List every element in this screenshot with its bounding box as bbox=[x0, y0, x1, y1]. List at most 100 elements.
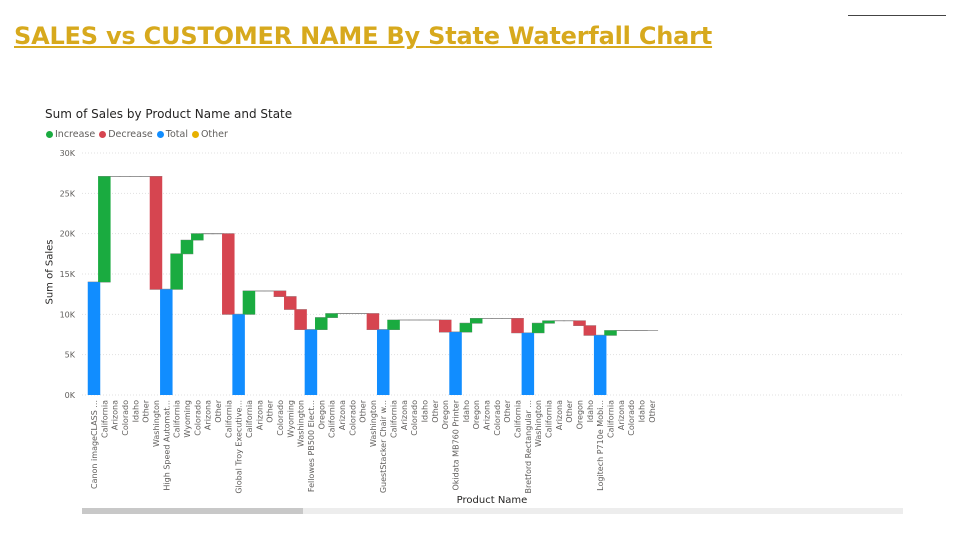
bar-increase bbox=[387, 319, 400, 330]
bar-decrease bbox=[366, 313, 380, 330]
bar-increase bbox=[604, 330, 617, 336]
x-tick-label: Other bbox=[648, 399, 657, 422]
bar-total bbox=[376, 329, 390, 395]
x-tick-label: Idaho bbox=[421, 400, 430, 422]
bar-decrease bbox=[222, 233, 235, 315]
x-tick-label: Colorado bbox=[493, 400, 502, 436]
horizontal-scrollbar[interactable] bbox=[82, 508, 903, 514]
legend-item-increase[interactable]: Increase bbox=[46, 129, 95, 140]
bar-decrease bbox=[573, 320, 586, 326]
y-tick-label: 5K bbox=[65, 351, 76, 360]
x-tick-label: Bretford Rectangular ... bbox=[524, 400, 533, 494]
x-axis-title: Product Name bbox=[456, 495, 528, 506]
x-tick-label: Okidata MB760 Printer bbox=[452, 399, 461, 490]
bar-increase bbox=[469, 318, 483, 324]
x-tick-label: Arizona bbox=[204, 400, 213, 430]
x-tick-label: Arizona bbox=[111, 400, 120, 430]
x-tick-label: California bbox=[245, 400, 254, 438]
chart-legend: Increase Decrease Total Other bbox=[46, 129, 232, 140]
legend-label-other: Other bbox=[200, 129, 228, 140]
chart-title: Sum of Sales by Product Name and State bbox=[45, 107, 293, 121]
y-tick-label: 10K bbox=[60, 310, 76, 319]
x-tick-label: Idaho bbox=[586, 400, 595, 422]
x-tick-label: Oregon bbox=[441, 400, 450, 429]
bar-increase bbox=[180, 240, 194, 254]
x-tick-label: Other bbox=[431, 399, 440, 422]
bar-increase bbox=[459, 323, 473, 333]
x-tick-label: California bbox=[100, 400, 109, 438]
legend-item-other[interactable]: Other bbox=[191, 129, 228, 140]
legend-dot-increase bbox=[46, 131, 53, 138]
x-tick-label: Wyoming bbox=[286, 400, 295, 438]
x-tick-label: Colorado bbox=[410, 400, 419, 436]
bar-increase bbox=[191, 233, 204, 241]
legend-item-total[interactable]: Total bbox=[156, 129, 188, 140]
x-tick-label: Other bbox=[142, 399, 151, 422]
x-tick-label: Arizona bbox=[617, 400, 626, 430]
bar-increase bbox=[170, 253, 183, 290]
x-tick-label: Idaho bbox=[462, 400, 471, 422]
x-tick-label: Colorado bbox=[121, 400, 130, 436]
bar-increase bbox=[315, 317, 328, 330]
x-tick-label: California bbox=[173, 400, 182, 438]
bar-total bbox=[232, 314, 245, 395]
bar-total bbox=[160, 289, 173, 395]
x-tick-label: Oregon bbox=[317, 400, 326, 429]
x-tick-label: Arizona bbox=[555, 400, 564, 430]
x-tick-label: California bbox=[514, 400, 523, 438]
top-divider-line bbox=[848, 15, 946, 16]
y-tick-label: 15K bbox=[60, 270, 76, 279]
bar-total bbox=[449, 332, 462, 395]
x-tick-label: Global Troy Executive... bbox=[235, 400, 244, 494]
bar-increase bbox=[531, 323, 545, 333]
legend-label-increase: Increase bbox=[55, 129, 96, 140]
y-tick-label: 25K bbox=[60, 189, 76, 198]
y-tick-label: 30K bbox=[60, 149, 76, 158]
x-tick-label: California bbox=[607, 400, 616, 438]
x-tick-label: Arizona bbox=[255, 400, 264, 430]
x-tick-label: Other bbox=[266, 399, 275, 422]
x-tick-label: Other bbox=[565, 399, 574, 422]
x-tick-label: Arizona bbox=[338, 400, 347, 430]
x-tick-label: Washington bbox=[534, 400, 543, 447]
legend-label-total: Total bbox=[165, 129, 188, 140]
bar-decrease bbox=[149, 176, 163, 290]
bar-increase bbox=[542, 320, 555, 324]
bar-decrease bbox=[511, 318, 524, 333]
x-tick-label: Other bbox=[359, 399, 368, 422]
x-tick-label: Colorado bbox=[276, 400, 285, 436]
x-tick-label: Canon imageCLASS ... bbox=[90, 400, 99, 489]
x-tick-label: Colorado bbox=[348, 400, 357, 436]
x-tick-label: California bbox=[328, 400, 337, 438]
bar-total bbox=[304, 329, 318, 395]
scrollbar-thumb[interactable] bbox=[82, 508, 303, 514]
bar-total bbox=[593, 335, 607, 395]
legend-label-decrease: Decrease bbox=[108, 129, 153, 140]
x-tick-label: California bbox=[390, 400, 399, 438]
x-tick-label: Colorado bbox=[627, 400, 636, 436]
x-tick-label: California bbox=[224, 400, 233, 438]
x-tick-label: Colorado bbox=[193, 400, 202, 436]
x-tick-label: Arizona bbox=[400, 400, 409, 430]
bar-decrease bbox=[284, 296, 297, 310]
x-tick-label: Other bbox=[503, 399, 512, 422]
x-tick-label: Washington bbox=[152, 400, 161, 447]
legend-item-decrease[interactable]: Decrease bbox=[99, 129, 153, 140]
x-tick-label: Washington bbox=[369, 400, 378, 447]
x-tick-label: Arizona bbox=[483, 400, 492, 430]
bar-total bbox=[87, 282, 101, 395]
bar-increase bbox=[242, 290, 256, 315]
page-title: SALES vs CUSTOMER NAME By State Waterfal… bbox=[14, 22, 713, 50]
x-tick-label: Idaho bbox=[637, 400, 646, 422]
y-tick-label: 0K bbox=[65, 391, 76, 400]
legend-dot-decrease bbox=[99, 131, 107, 138]
x-tick-label: Washington bbox=[297, 400, 306, 447]
x-tick-label: GuestStacker Chair w... bbox=[379, 400, 388, 493]
x-tick-label: Idaho bbox=[131, 400, 140, 422]
legend-dot-total bbox=[156, 131, 164, 138]
bar-increase bbox=[325, 313, 338, 318]
bar-decrease bbox=[273, 290, 287, 297]
x-tick-label: Fellowes PB500 Elect... bbox=[307, 400, 316, 492]
x-tick-label: Oregon bbox=[576, 400, 585, 429]
